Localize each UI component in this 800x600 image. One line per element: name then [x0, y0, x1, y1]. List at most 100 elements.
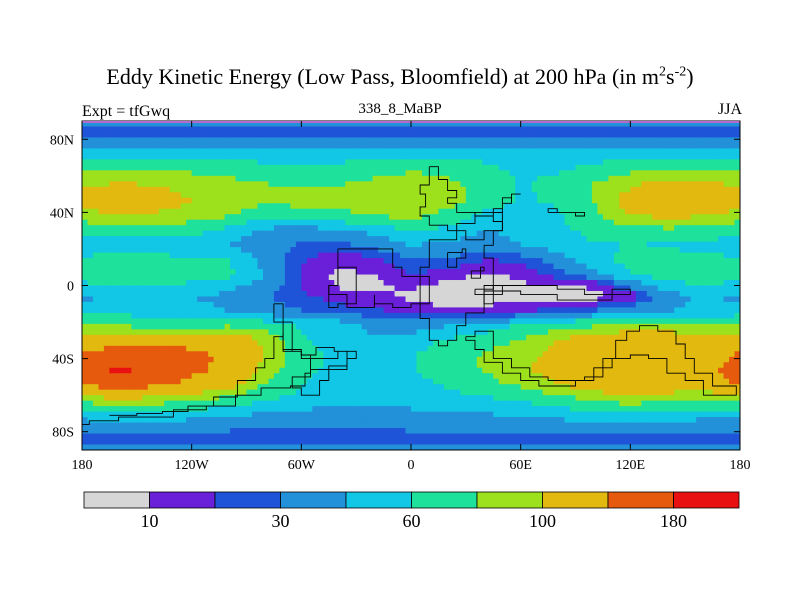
heatmap-cell [169, 137, 176, 144]
heatmap-cell [449, 301, 456, 309]
heatmap-cell [460, 192, 467, 199]
heatmap-cell [345, 329, 352, 336]
heatmap-cell [487, 307, 494, 314]
heatmap-cell [449, 263, 456, 270]
heatmap-cell [251, 137, 259, 144]
heatmap-cell [531, 280, 538, 287]
heatmap-cell [87, 258, 94, 265]
heatmap-cell [493, 247, 500, 254]
heatmap-cell [553, 274, 560, 281]
heatmap-cell [602, 175, 609, 182]
heatmap-cell [241, 137, 248, 144]
heatmap-cell [279, 170, 286, 177]
heatmap-cell [624, 296, 631, 303]
heatmap-cell [471, 274, 478, 281]
heatmap-cell [290, 329, 297, 336]
heatmap-cell [87, 301, 94, 309]
heatmap-cell [246, 214, 253, 221]
heatmap-cell [498, 247, 505, 254]
heatmap-cell [476, 126, 483, 133]
heatmap-cell [197, 285, 204, 292]
heatmap-cell [427, 269, 434, 276]
heatmap-cell [268, 296, 275, 303]
heatmap-cell [394, 214, 401, 221]
heatmap-cell [482, 274, 489, 281]
heatmap-cell [460, 252, 467, 259]
heatmap-cell [224, 197, 231, 204]
heatmap-cell [548, 263, 555, 270]
heatmap-cell [273, 203, 280, 210]
heatmap-cell [312, 121, 319, 128]
heatmap-cell [295, 285, 302, 292]
heatmap-cell [663, 137, 670, 144]
heatmap-cell [734, 159, 740, 166]
heatmap-cell [624, 334, 631, 341]
heatmap-cell [509, 159, 516, 166]
heatmap-cell [328, 247, 335, 254]
heatmap-cell [602, 285, 609, 292]
heatmap-cell [284, 175, 291, 182]
heatmap-cell [87, 175, 94, 182]
heatmap-cell [504, 142, 511, 150]
heatmap-cell [120, 126, 127, 133]
heatmap-cell [142, 280, 149, 287]
heatmap-cell [416, 258, 423, 265]
heatmap-cell [389, 208, 396, 215]
heatmap-cell [679, 290, 686, 298]
heatmap-cell [367, 247, 374, 254]
heatmap-cell [427, 312, 434, 319]
heatmap-cell [460, 285, 467, 292]
heatmap-cell [405, 170, 412, 177]
heatmap-cell [443, 280, 450, 287]
heatmap-cell [301, 121, 308, 128]
heatmap-cell [219, 236, 226, 243]
heatmap-cell [427, 274, 434, 281]
heatmap-cell [339, 159, 346, 166]
heatmap-cell [136, 175, 143, 182]
heatmap-cell [87, 208, 94, 215]
heatmap-cell [98, 192, 105, 199]
heatmap-cell [624, 219, 631, 226]
heatmap-cell [334, 307, 341, 314]
heatmap-cell [98, 329, 105, 336]
heatmap-cell [230, 219, 237, 226]
heatmap-cell [471, 296, 478, 303]
heatmap-cell [712, 252, 719, 259]
heatmap-cell [82, 175, 89, 182]
heatmap-cell [394, 334, 401, 341]
heatmap-cell [284, 225, 291, 232]
heatmap-cell [125, 236, 132, 243]
heatmap-cell [345, 181, 352, 188]
heatmap-cell [131, 142, 138, 150]
heatmap-cell [619, 329, 626, 336]
heatmap-cell [427, 323, 434, 330]
heatmap-cell [723, 274, 730, 281]
heatmap-cell [602, 334, 609, 341]
heatmap-cell [526, 175, 533, 182]
heatmap-cell [559, 208, 566, 215]
heatmap-cell [674, 274, 681, 281]
heatmap-cell [690, 225, 697, 232]
heatmap-cell [641, 258, 648, 265]
heatmap-cell [438, 159, 445, 166]
heatmap-cell [328, 296, 335, 303]
heatmap-cell [613, 263, 620, 270]
heatmap-cell [197, 258, 204, 265]
heatmap-cell [400, 148, 407, 155]
heatmap-cell [180, 197, 187, 204]
heatmap-cell [608, 126, 615, 133]
heatmap-cell [526, 186, 533, 193]
heatmap-cell [257, 340, 264, 347]
heatmap-cell [213, 345, 220, 352]
heatmap-cell [400, 345, 407, 352]
heatmap-cell [328, 225, 335, 232]
heatmap-cell [520, 252, 527, 259]
heatmap-cell [202, 203, 209, 210]
heatmap-cell [454, 208, 461, 215]
heatmap-cell [175, 197, 182, 204]
heatmap-cell [405, 345, 412, 352]
heatmap-cell [235, 269, 242, 276]
heatmap-cell [224, 214, 231, 221]
heatmap-cell [394, 252, 401, 259]
heatmap-cell [136, 345, 143, 352]
